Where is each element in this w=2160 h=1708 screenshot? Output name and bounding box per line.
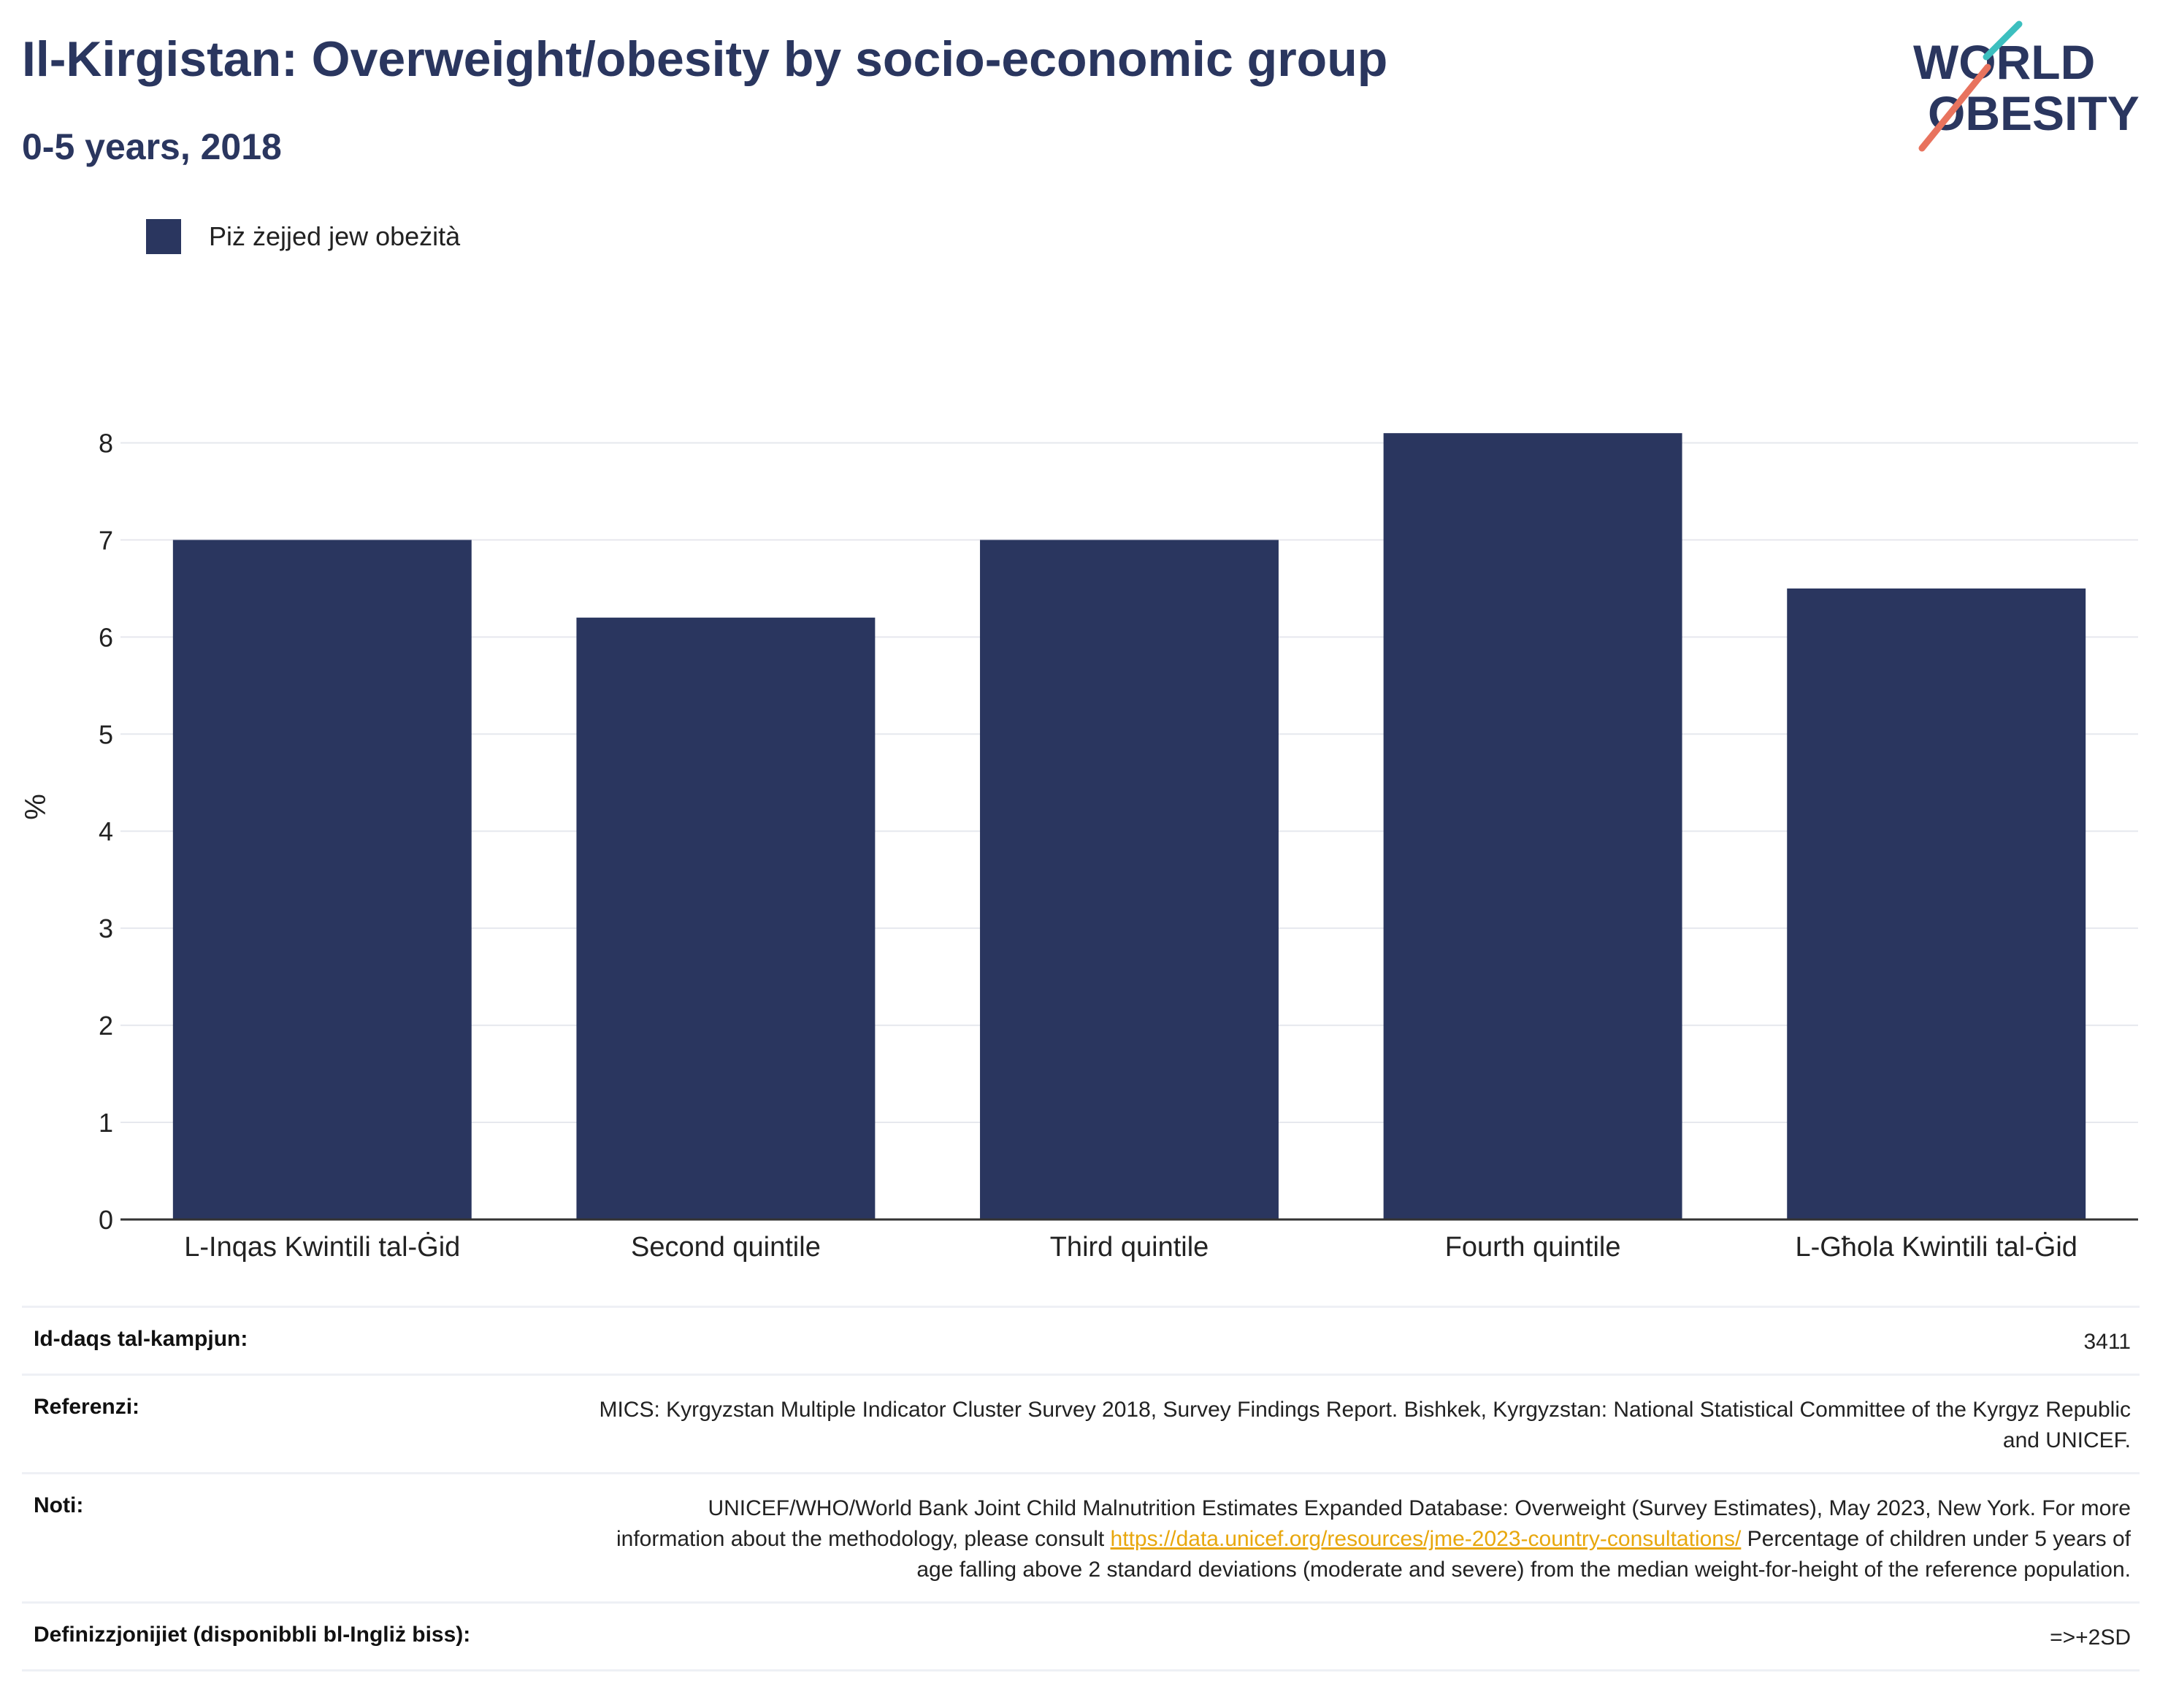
chart-title: Il-Kirgistan: Overweight/obesity by soci…	[22, 31, 1388, 87]
y-tick-label: 4	[99, 816, 113, 846]
logo-slash-coral	[1918, 64, 1991, 152]
legend: Piż żejjed jew obeżità	[146, 218, 460, 256]
y-tick-label: 0	[99, 1205, 113, 1235]
references-value: MICS: Kyrgyzstan Multiple Indicator Clus…	[599, 1398, 2131, 1452]
chart-subtitle: 0-5 years, 2018	[22, 126, 282, 167]
notes-row: Noti: UNICEF/WHO/World Bank Joint Child …	[22, 1472, 2140, 1601]
references-label: Referenzi:	[34, 1395, 140, 1419]
y-tick-label: 1	[99, 1108, 113, 1138]
y-tick-label: 3	[99, 914, 113, 943]
bar	[1787, 588, 2086, 1219]
y-axis-label: %	[20, 794, 52, 820]
notes-text-1: UNICEF/WHO/World Bank Joint Child Malnut…	[616, 1496, 2131, 1551]
references-row: Referenzi: MICS: Kyrgyzstan Multiple Ind…	[22, 1374, 2140, 1472]
legend-swatch	[146, 219, 181, 254]
logo-line1: WORLD	[1913, 35, 2095, 89]
y-tick-label: 8	[99, 428, 113, 458]
definitions-row: Definizzjonijiet (disponibbli bl-Ingliż …	[22, 1601, 2140, 1671]
sample-size-label: Id-daqs tal-kampjun:	[34, 1327, 248, 1351]
notes-link[interactable]: https://data.unicef.org/resources/jme-20…	[1110, 1527, 1742, 1551]
x-tick-label: Third quintile	[1050, 1232, 1209, 1263]
bar	[172, 540, 472, 1219]
x-tick-label: L-Għola Kwintili tal-Ġid	[1795, 1230, 2077, 1263]
sample-size-value: 3411	[2083, 1330, 2131, 1354]
sample-size-row: Id-daqs tal-kampjun: 3411	[22, 1306, 2140, 1374]
y-tick-label: 6	[99, 622, 113, 652]
y-tick-label: 2	[99, 1011, 113, 1041]
bar	[980, 540, 1279, 1219]
legend-label: Piż żejjed jew obeżità	[209, 221, 461, 251]
y-tick-label: 5	[99, 719, 113, 749]
info-table: Id-daqs tal-kampjun: 3411 Referenzi: MIC…	[22, 1306, 2140, 1671]
x-tick-label: Fourth quintile	[1445, 1232, 1621, 1263]
notes-label: Noti:	[34, 1493, 84, 1517]
bar	[1383, 433, 1682, 1219]
logo-slash-teal	[1983, 20, 2023, 61]
bar-chart: 0 1 2 3 4 5 6 7 8 L-Inqas Kwintili tal-Ġid Second …	[20, 428, 2138, 1263]
world-obesity-logo: WORLD OBESITY	[1913, 20, 2140, 152]
notes-value: UNICEF/WHO/World Bank Joint Child Malnut…	[597, 1493, 2131, 1585]
x-tick-label: L-Inqas Kwintili tal-Ġid	[184, 1230, 460, 1263]
y-tick-label: 7	[99, 525, 113, 555]
definitions-label: Definizzjonijiet (disponibbli bl-Ingliż …	[34, 1623, 471, 1647]
bar	[576, 617, 876, 1219]
definitions-value: =>+2SD	[2050, 1625, 2131, 1650]
notes-text-2: Percentage of children under 5 years of …	[916, 1527, 2131, 1582]
x-tick-label: Second quintile	[631, 1232, 821, 1263]
